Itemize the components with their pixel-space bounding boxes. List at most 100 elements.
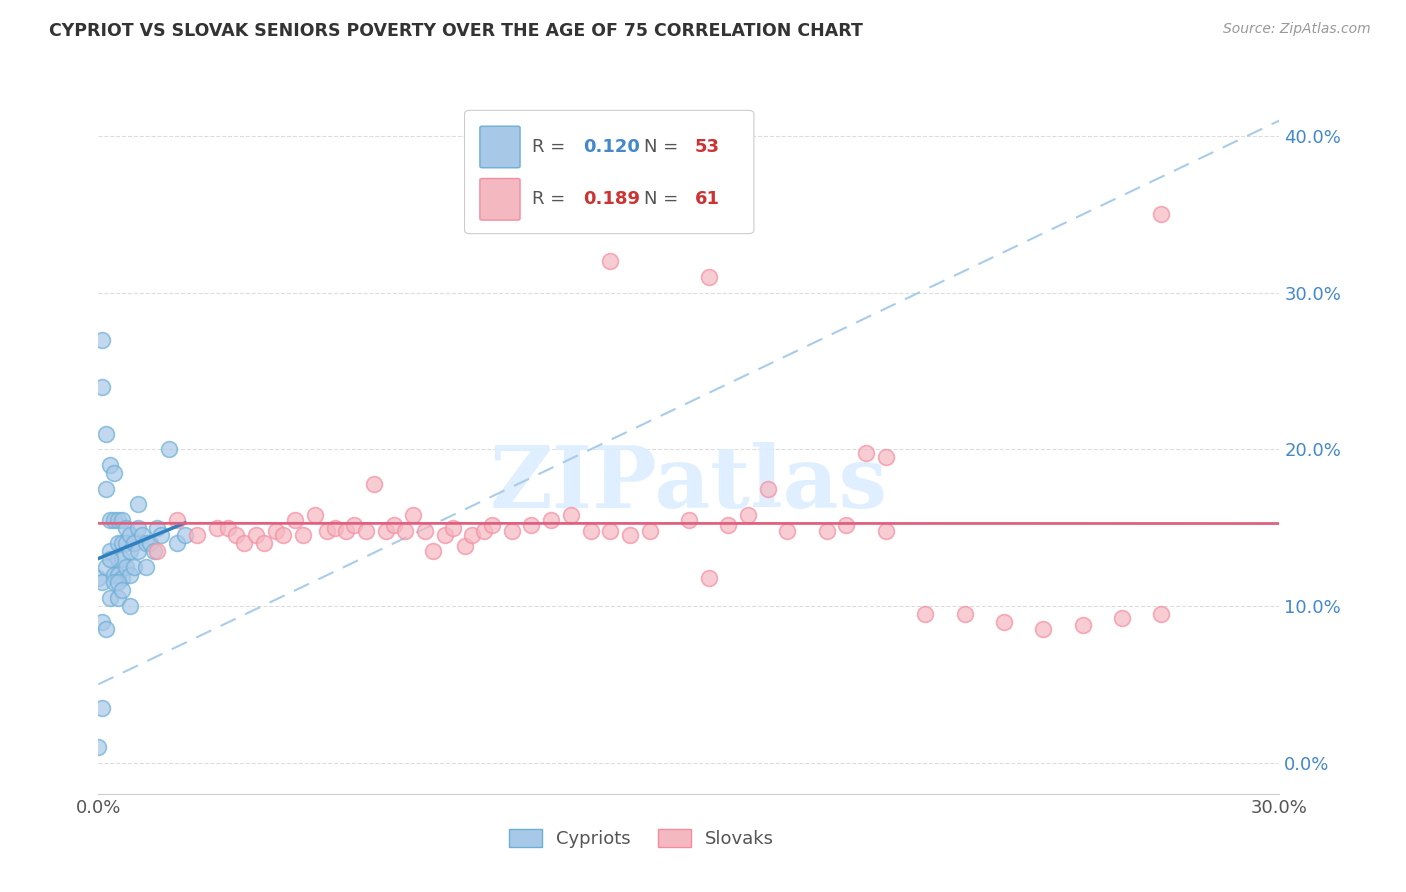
Point bbox=[115, 536, 138, 550]
Point bbox=[914, 607, 936, 621]
Point bbox=[225, 528, 247, 542]
Point bbox=[103, 567, 125, 582]
FancyBboxPatch shape bbox=[464, 111, 754, 234]
Point bbox=[599, 524, 621, 538]
Point bbox=[756, 482, 779, 496]
Point bbox=[135, 559, 157, 574]
Point bbox=[127, 521, 149, 535]
Point bbox=[835, 517, 858, 532]
Point bbox=[619, 528, 641, 542]
Legend: Cypriots, Slovaks: Cypriots, Slovaks bbox=[502, 822, 782, 855]
Point bbox=[205, 521, 228, 535]
Text: N =: N = bbox=[644, 137, 685, 155]
Point bbox=[111, 583, 134, 598]
Point bbox=[91, 333, 114, 347]
Text: CYPRIOT VS SLOVAK SENIORS POVERTY OVER THE AGE OF 75 CORRELATION CHART: CYPRIOT VS SLOVAK SENIORS POVERTY OVER T… bbox=[49, 22, 863, 40]
Point bbox=[127, 497, 149, 511]
Point bbox=[186, 528, 208, 542]
Point bbox=[1150, 207, 1173, 221]
Point bbox=[98, 591, 121, 606]
Point bbox=[413, 524, 436, 538]
Point bbox=[107, 575, 129, 590]
Point bbox=[776, 524, 799, 538]
Point bbox=[678, 513, 700, 527]
Point bbox=[520, 517, 543, 532]
Point bbox=[599, 254, 621, 268]
Point bbox=[217, 521, 239, 535]
Point bbox=[855, 445, 877, 459]
Point bbox=[638, 524, 661, 538]
Point bbox=[501, 524, 523, 538]
Point bbox=[103, 513, 125, 527]
Point bbox=[91, 615, 114, 629]
Point bbox=[115, 521, 138, 535]
Point bbox=[374, 524, 396, 538]
Point bbox=[118, 528, 141, 542]
Point bbox=[953, 607, 976, 621]
Point bbox=[138, 536, 160, 550]
Point bbox=[245, 528, 267, 542]
Text: 61: 61 bbox=[695, 190, 720, 208]
Point bbox=[273, 528, 295, 542]
Text: ZIPatlas: ZIPatlas bbox=[489, 442, 889, 525]
Point bbox=[253, 536, 276, 550]
Point bbox=[115, 559, 138, 574]
Point bbox=[107, 513, 129, 527]
Point bbox=[127, 544, 149, 558]
Text: 53: 53 bbox=[695, 137, 720, 155]
Point bbox=[91, 380, 114, 394]
Point bbox=[394, 524, 416, 538]
Point bbox=[98, 552, 121, 566]
Point bbox=[150, 528, 173, 542]
Point bbox=[118, 599, 141, 613]
Point bbox=[122, 536, 145, 550]
Point bbox=[166, 513, 188, 527]
Point bbox=[875, 450, 897, 465]
Point bbox=[315, 524, 337, 538]
Point bbox=[1150, 607, 1173, 621]
Text: R =: R = bbox=[531, 137, 571, 155]
Point bbox=[233, 536, 256, 550]
Point bbox=[87, 571, 110, 585]
Point bbox=[146, 521, 169, 535]
Point bbox=[815, 524, 838, 538]
Point bbox=[103, 575, 125, 590]
Point bbox=[697, 571, 720, 585]
Point bbox=[481, 517, 503, 532]
Point bbox=[1032, 623, 1054, 637]
Point bbox=[323, 521, 346, 535]
Point bbox=[441, 521, 464, 535]
Point bbox=[107, 591, 129, 606]
Point bbox=[174, 528, 197, 542]
Point bbox=[122, 559, 145, 574]
Point bbox=[111, 513, 134, 527]
Point bbox=[96, 623, 118, 637]
Point bbox=[146, 544, 169, 558]
Point bbox=[402, 508, 425, 523]
Point bbox=[304, 508, 326, 523]
Point bbox=[87, 739, 110, 754]
Point bbox=[111, 536, 134, 550]
Point bbox=[98, 458, 121, 472]
Point bbox=[422, 544, 444, 558]
Point bbox=[993, 615, 1015, 629]
Point bbox=[433, 528, 456, 542]
Text: R =: R = bbox=[531, 190, 571, 208]
FancyBboxPatch shape bbox=[479, 178, 520, 220]
Point bbox=[96, 426, 118, 441]
Point bbox=[560, 508, 582, 523]
Point bbox=[142, 544, 165, 558]
Point bbox=[107, 552, 129, 566]
Text: N =: N = bbox=[644, 190, 685, 208]
Point bbox=[157, 442, 180, 457]
Point bbox=[354, 524, 377, 538]
Point bbox=[292, 528, 315, 542]
Text: Source: ZipAtlas.com: Source: ZipAtlas.com bbox=[1223, 22, 1371, 37]
Point bbox=[118, 567, 141, 582]
Point bbox=[131, 528, 153, 542]
Point bbox=[1071, 617, 1094, 632]
Point bbox=[363, 476, 385, 491]
Point bbox=[118, 544, 141, 558]
Point bbox=[737, 508, 759, 523]
Point bbox=[111, 552, 134, 566]
